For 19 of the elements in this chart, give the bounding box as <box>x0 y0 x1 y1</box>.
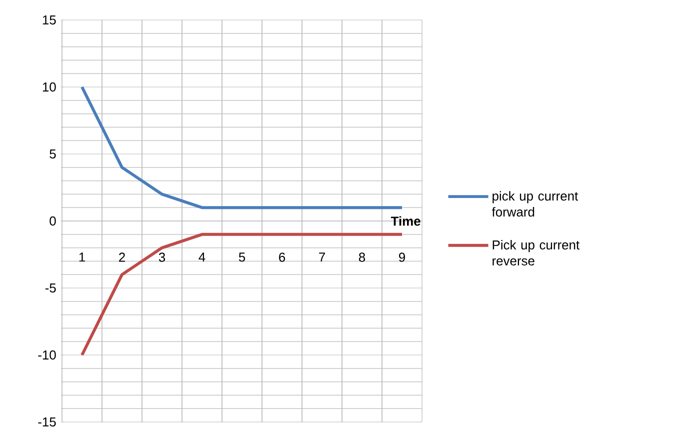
y-tick-label: -5 <box>45 283 56 293</box>
legend-label: pick up current forward <box>492 191 578 217</box>
y-tick-label: 5 <box>50 149 56 159</box>
x-tick-label: 9 <box>399 252 405 262</box>
y-tick-label: -15 <box>38 417 56 427</box>
y-tick-label: 15 <box>42 15 56 25</box>
x-tick-label: 4 <box>198 252 206 262</box>
x-tick-label: 1 <box>79 252 85 262</box>
y-tick-label: -10 <box>38 350 56 360</box>
x-tick-label: 5 <box>238 252 246 262</box>
x-tick-label: 7 <box>319 252 325 262</box>
y-tick-label: 0 <box>50 216 56 226</box>
x-tick-label: 2 <box>119 252 125 262</box>
x-axis-title: Time <box>390 216 420 226</box>
y-tick-label: 10 <box>42 82 56 92</box>
x-tick-label: 8 <box>358 252 366 262</box>
legend-label: Pick up current reverse <box>492 240 580 266</box>
x-tick-label: 3 <box>158 252 166 262</box>
x-tick-label: 6 <box>279 252 286 262</box>
